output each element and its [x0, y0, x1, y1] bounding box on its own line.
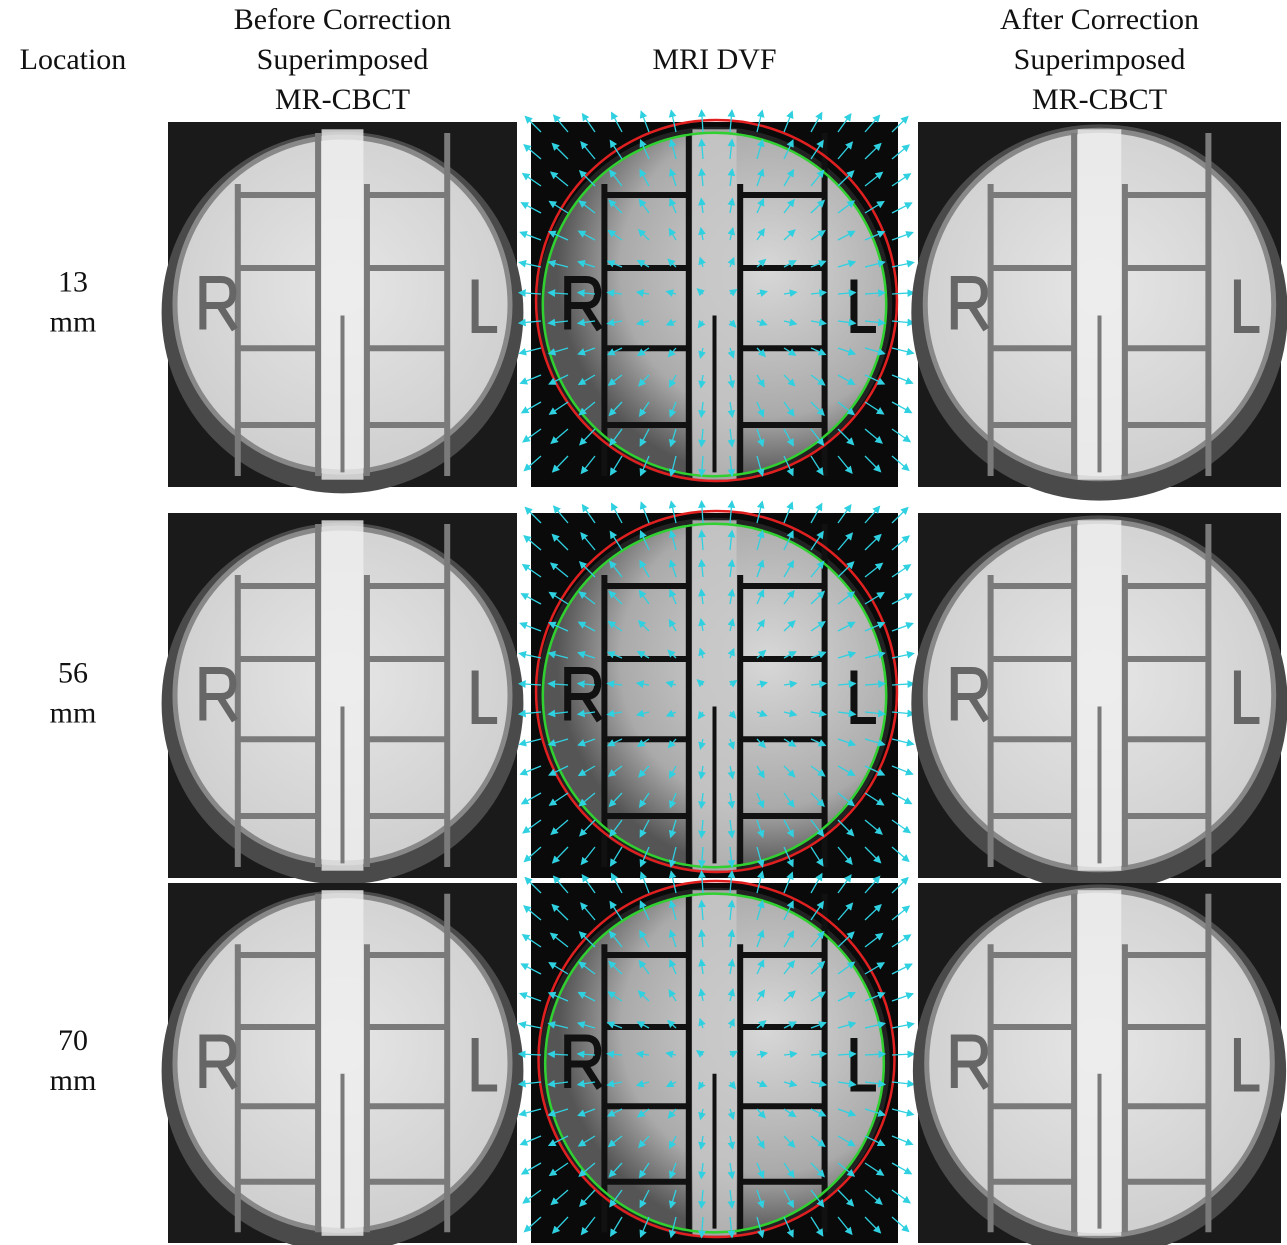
overlay-image: [913, 883, 1286, 1245]
column-header: Superimposed: [257, 43, 429, 76]
column-header: MR-CBCT: [275, 83, 410, 116]
column-header: Superimposed: [1014, 43, 1186, 76]
figure: Location Before Correction Superimposed MR…: [0, 0, 1287, 1245]
dvf-image: [519, 501, 914, 878]
row-label: 13: [58, 265, 88, 298]
row-label: 70: [58, 1024, 88, 1057]
column-header: MRI DVF: [652, 43, 776, 76]
column-header: After Correction: [1000, 3, 1199, 36]
row-label: mm: [50, 305, 97, 338]
column-header: Before Correction: [234, 3, 451, 36]
overlay-image: [911, 122, 1287, 501]
page: {"header": {"location": "Location", "col…: [0, 0, 1287, 1245]
row-label: mm: [50, 696, 97, 729]
overlay-image: [162, 122, 524, 493]
overlay-image: [162, 513, 524, 884]
dvf-image: [519, 110, 914, 487]
row-label: mm: [50, 1064, 97, 1097]
row-label: 56: [58, 656, 88, 689]
location-header: Location: [20, 43, 127, 76]
column-header: MR-CBCT: [1032, 83, 1167, 116]
overlay-image: [911, 513, 1287, 892]
dvf-image: [519, 871, 914, 1243]
overlay-image: [162, 883, 524, 1245]
